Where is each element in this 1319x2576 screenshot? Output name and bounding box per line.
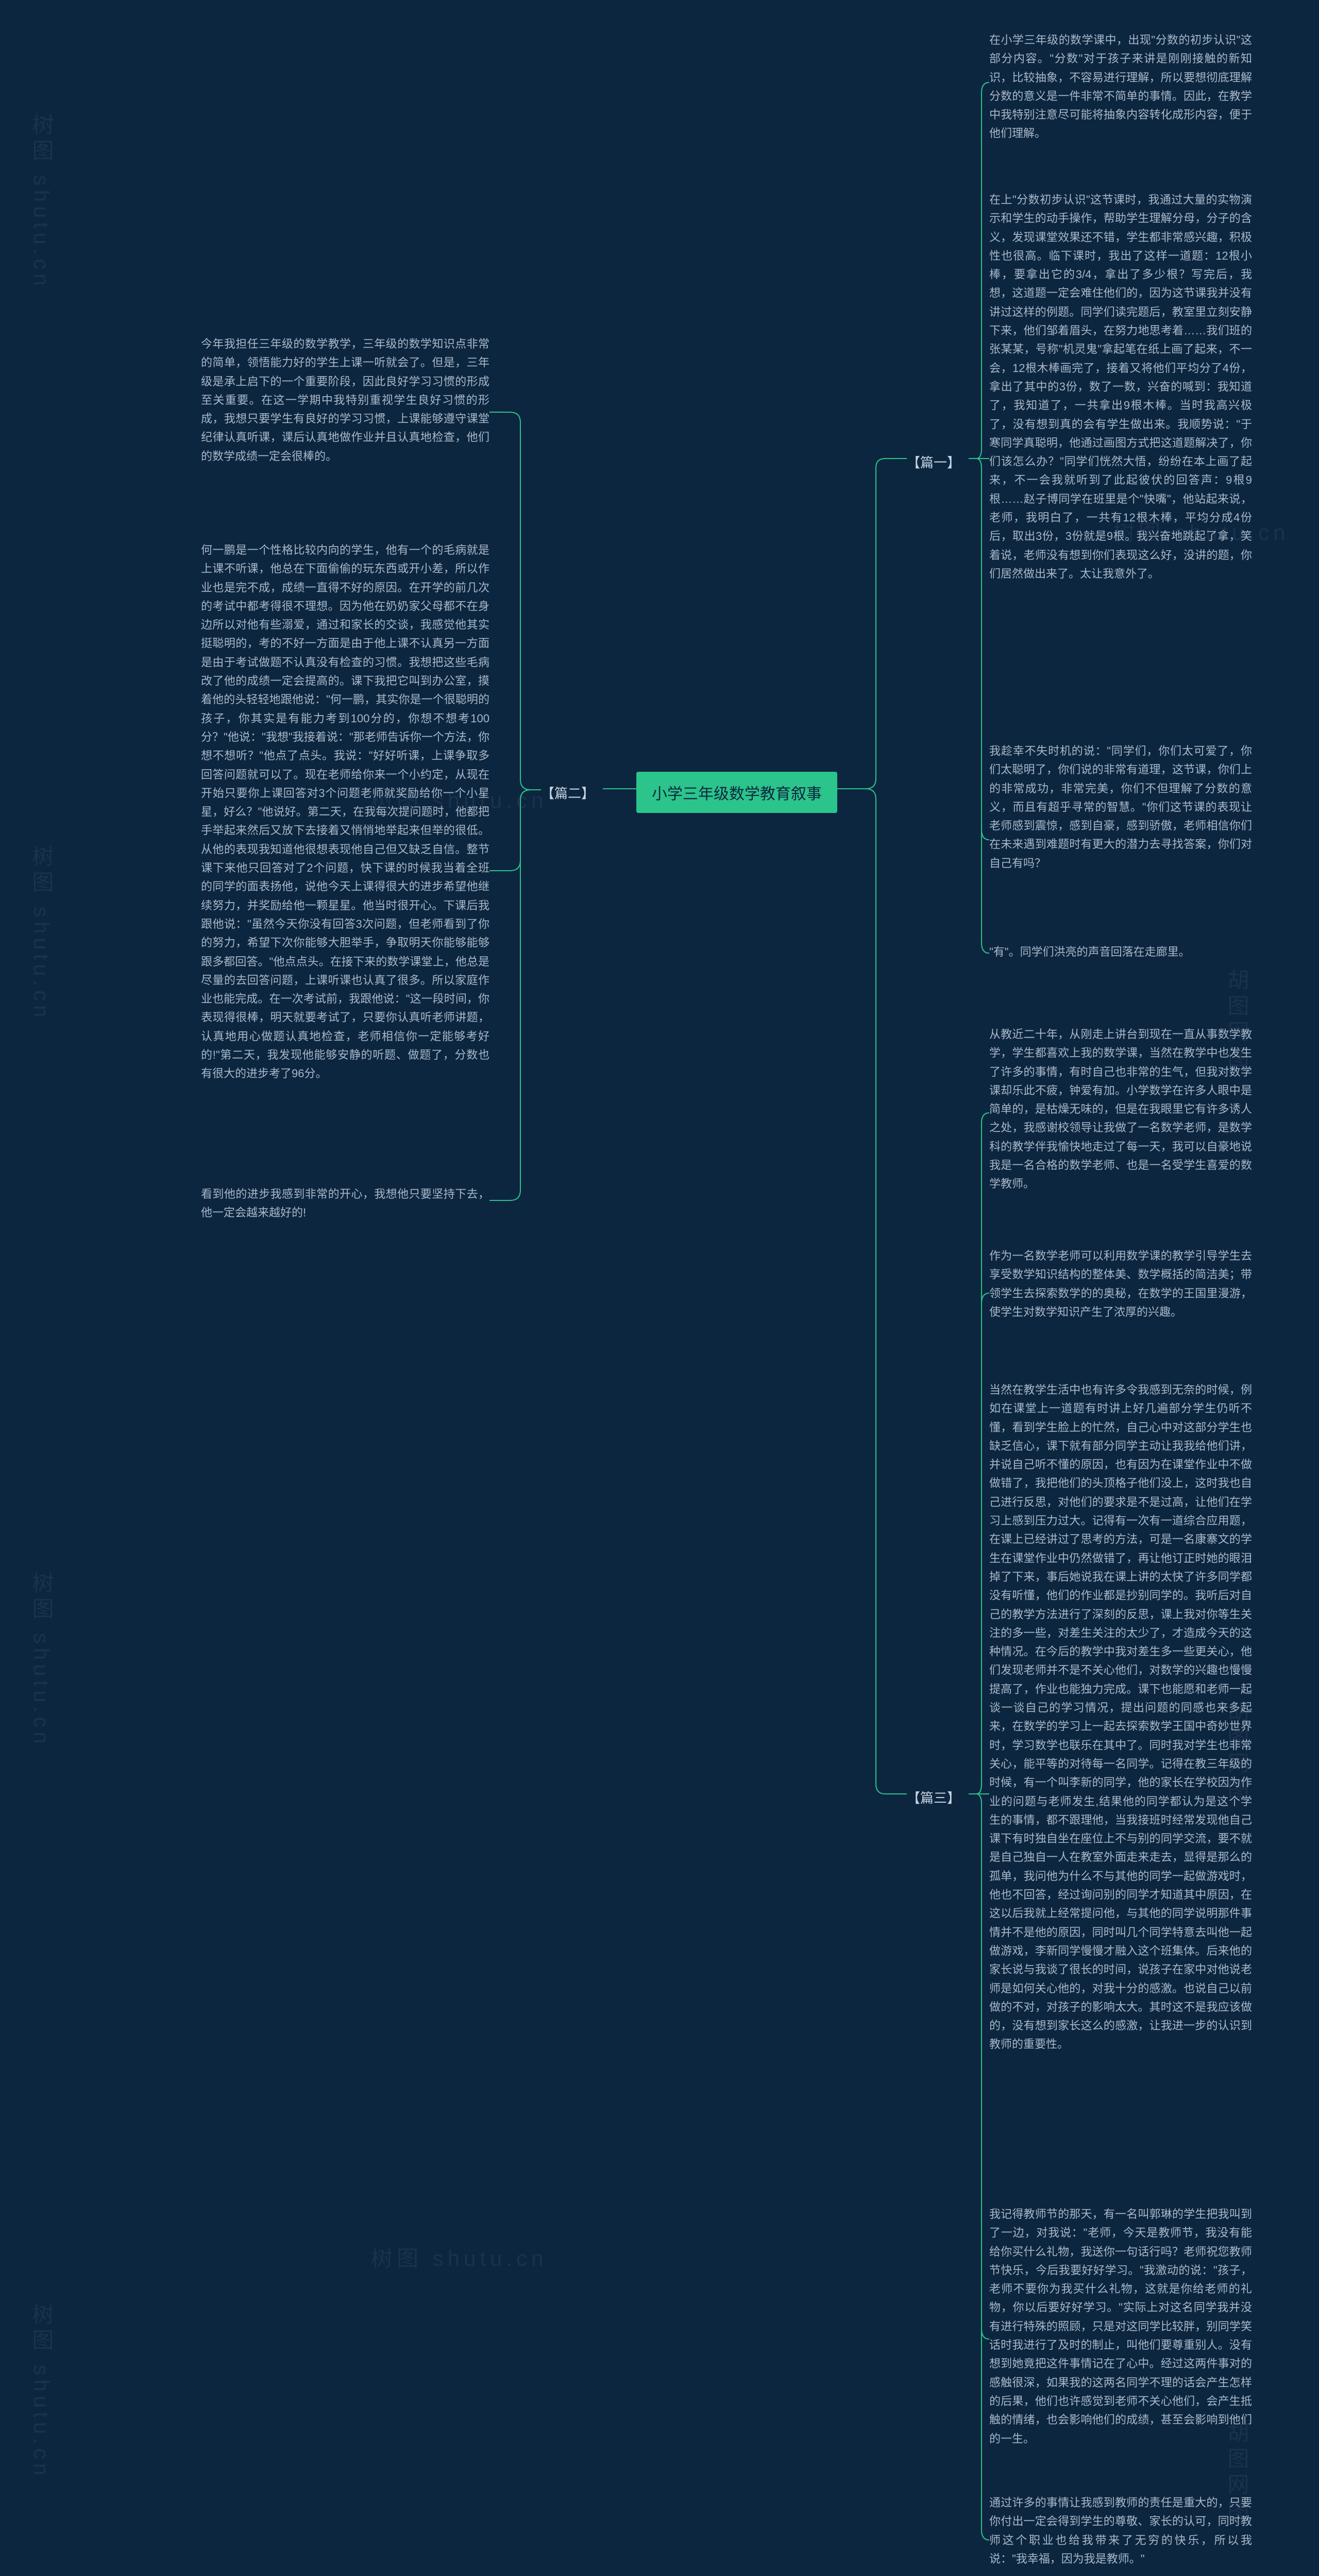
chapter-3-label[interactable]: 【篇三】 — [907, 1788, 960, 1807]
chapter-2-paragraph-3: 看到他的进步我感到非常的开心，我想他只要坚持下去，他一定会越来越好的! — [201, 1185, 489, 1223]
chapter-3-paragraph-5: 通过许多的事情让我感到教师的责任是重大的，只要你付出一定会得到学生的尊敬、家长的… — [989, 2494, 1252, 2568]
watermark: 树图 shutu.cn — [26, 845, 57, 1021]
chapter-2-paragraph-1: 今年我担任三年级的数学教学，三年级的数学知识点非常的简单，领悟能力好的学生上课一… — [201, 335, 489, 466]
chapter-1-paragraph-1: 在小学三年级的数学课中，出现"分数的初步认识"这部分内容。"分数"对于孩子来讲是… — [989, 31, 1252, 143]
watermark: 树图 shutu.cn — [26, 2303, 57, 2479]
chapter-3-paragraph-2: 作为一名数学老师可以利用数学课的教学引导学生去享受数学知识结构的整体美、数学概括… — [989, 1247, 1252, 1321]
chapter-3-paragraph-4: 我记得教师节的那天，有一名叫郭琳的学生把我叫到了一边，对我说："老师，今天是教师… — [989, 2205, 1252, 2448]
chapter-1-paragraph-2: 在上"分数初步认识"这节课时，我通过大量的实物演示和学生的动手操作，帮助学生理解… — [989, 191, 1252, 583]
chapter-3-paragraph-1: 从教近二十年，从刚走上讲台到现在一直从事数学教学，学生都喜欢上我的数学课，当然在… — [989, 1025, 1252, 1194]
chapter-1-paragraph-4: "有"。同学们洪亮的声音回落在走廊里。 — [989, 943, 1252, 961]
chapter-2-paragraph-2: 何一鹏是一个性格比较内向的学生，他有一个的毛病就是上课不听课，他总在下面偷偷的玩… — [201, 541, 489, 1083]
watermark: 树图 shutu.cn — [26, 113, 57, 290]
watermark: 树图 shutu.cn — [26, 1571, 57, 1748]
watermark: 树图 shutu.cn — [371, 2241, 547, 2273]
chapter-2-label[interactable]: 【篇二】 — [541, 783, 595, 802]
central-topic[interactable]: 小学三年级数学教育叙事 — [636, 772, 837, 813]
chapter-3-paragraph-3: 当然在教学生活中也有许多令我感到无奈的时候，例如在课堂上一道题有时讲上好几遍部分… — [989, 1381, 1252, 2054]
chapter-1-paragraph-3: 我趁幸不失时机的说："同学们，你们太可爱了，你们太聪明了，你们说的非常有道理，这… — [989, 742, 1252, 873]
chapter-1-label[interactable]: 【篇一】 — [907, 452, 960, 471]
